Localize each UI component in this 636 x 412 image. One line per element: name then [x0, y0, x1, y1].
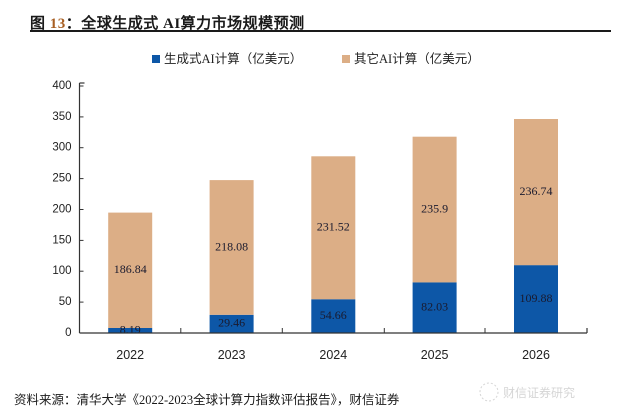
svg-text:29.46: 29.46 [218, 316, 245, 330]
svg-text:50: 50 [59, 296, 72, 308]
svg-text:250: 250 [52, 173, 71, 185]
svg-text:2022: 2022 [116, 348, 144, 362]
svg-text:8.19: 8.19 [120, 322, 141, 336]
svg-text:109.88: 109.88 [520, 291, 553, 305]
svg-text:200: 200 [52, 204, 71, 216]
svg-text:82.03: 82.03 [421, 299, 448, 313]
svg-text:235.9: 235.9 [421, 201, 448, 215]
svg-text:300: 300 [52, 142, 71, 154]
svg-text:财信证券研究: 财信证券研究 [503, 385, 575, 400]
svg-text:100: 100 [52, 265, 71, 277]
svg-text:54.66: 54.66 [320, 308, 347, 322]
svg-text:236.74: 236.74 [520, 184, 553, 198]
svg-text:2024: 2024 [319, 348, 347, 362]
svg-text:2025: 2025 [421, 348, 449, 362]
svg-text:2026: 2026 [522, 348, 550, 362]
svg-text:186.84: 186.84 [114, 262, 147, 276]
svg-text:2023: 2023 [218, 348, 246, 362]
svg-text:150: 150 [52, 234, 71, 246]
svg-text:350: 350 [52, 111, 71, 123]
svg-text:0: 0 [65, 327, 71, 339]
svg-text:400: 400 [52, 80, 71, 92]
svg-text:231.52: 231.52 [317, 220, 350, 234]
svg-text:218.08: 218.08 [215, 239, 248, 253]
